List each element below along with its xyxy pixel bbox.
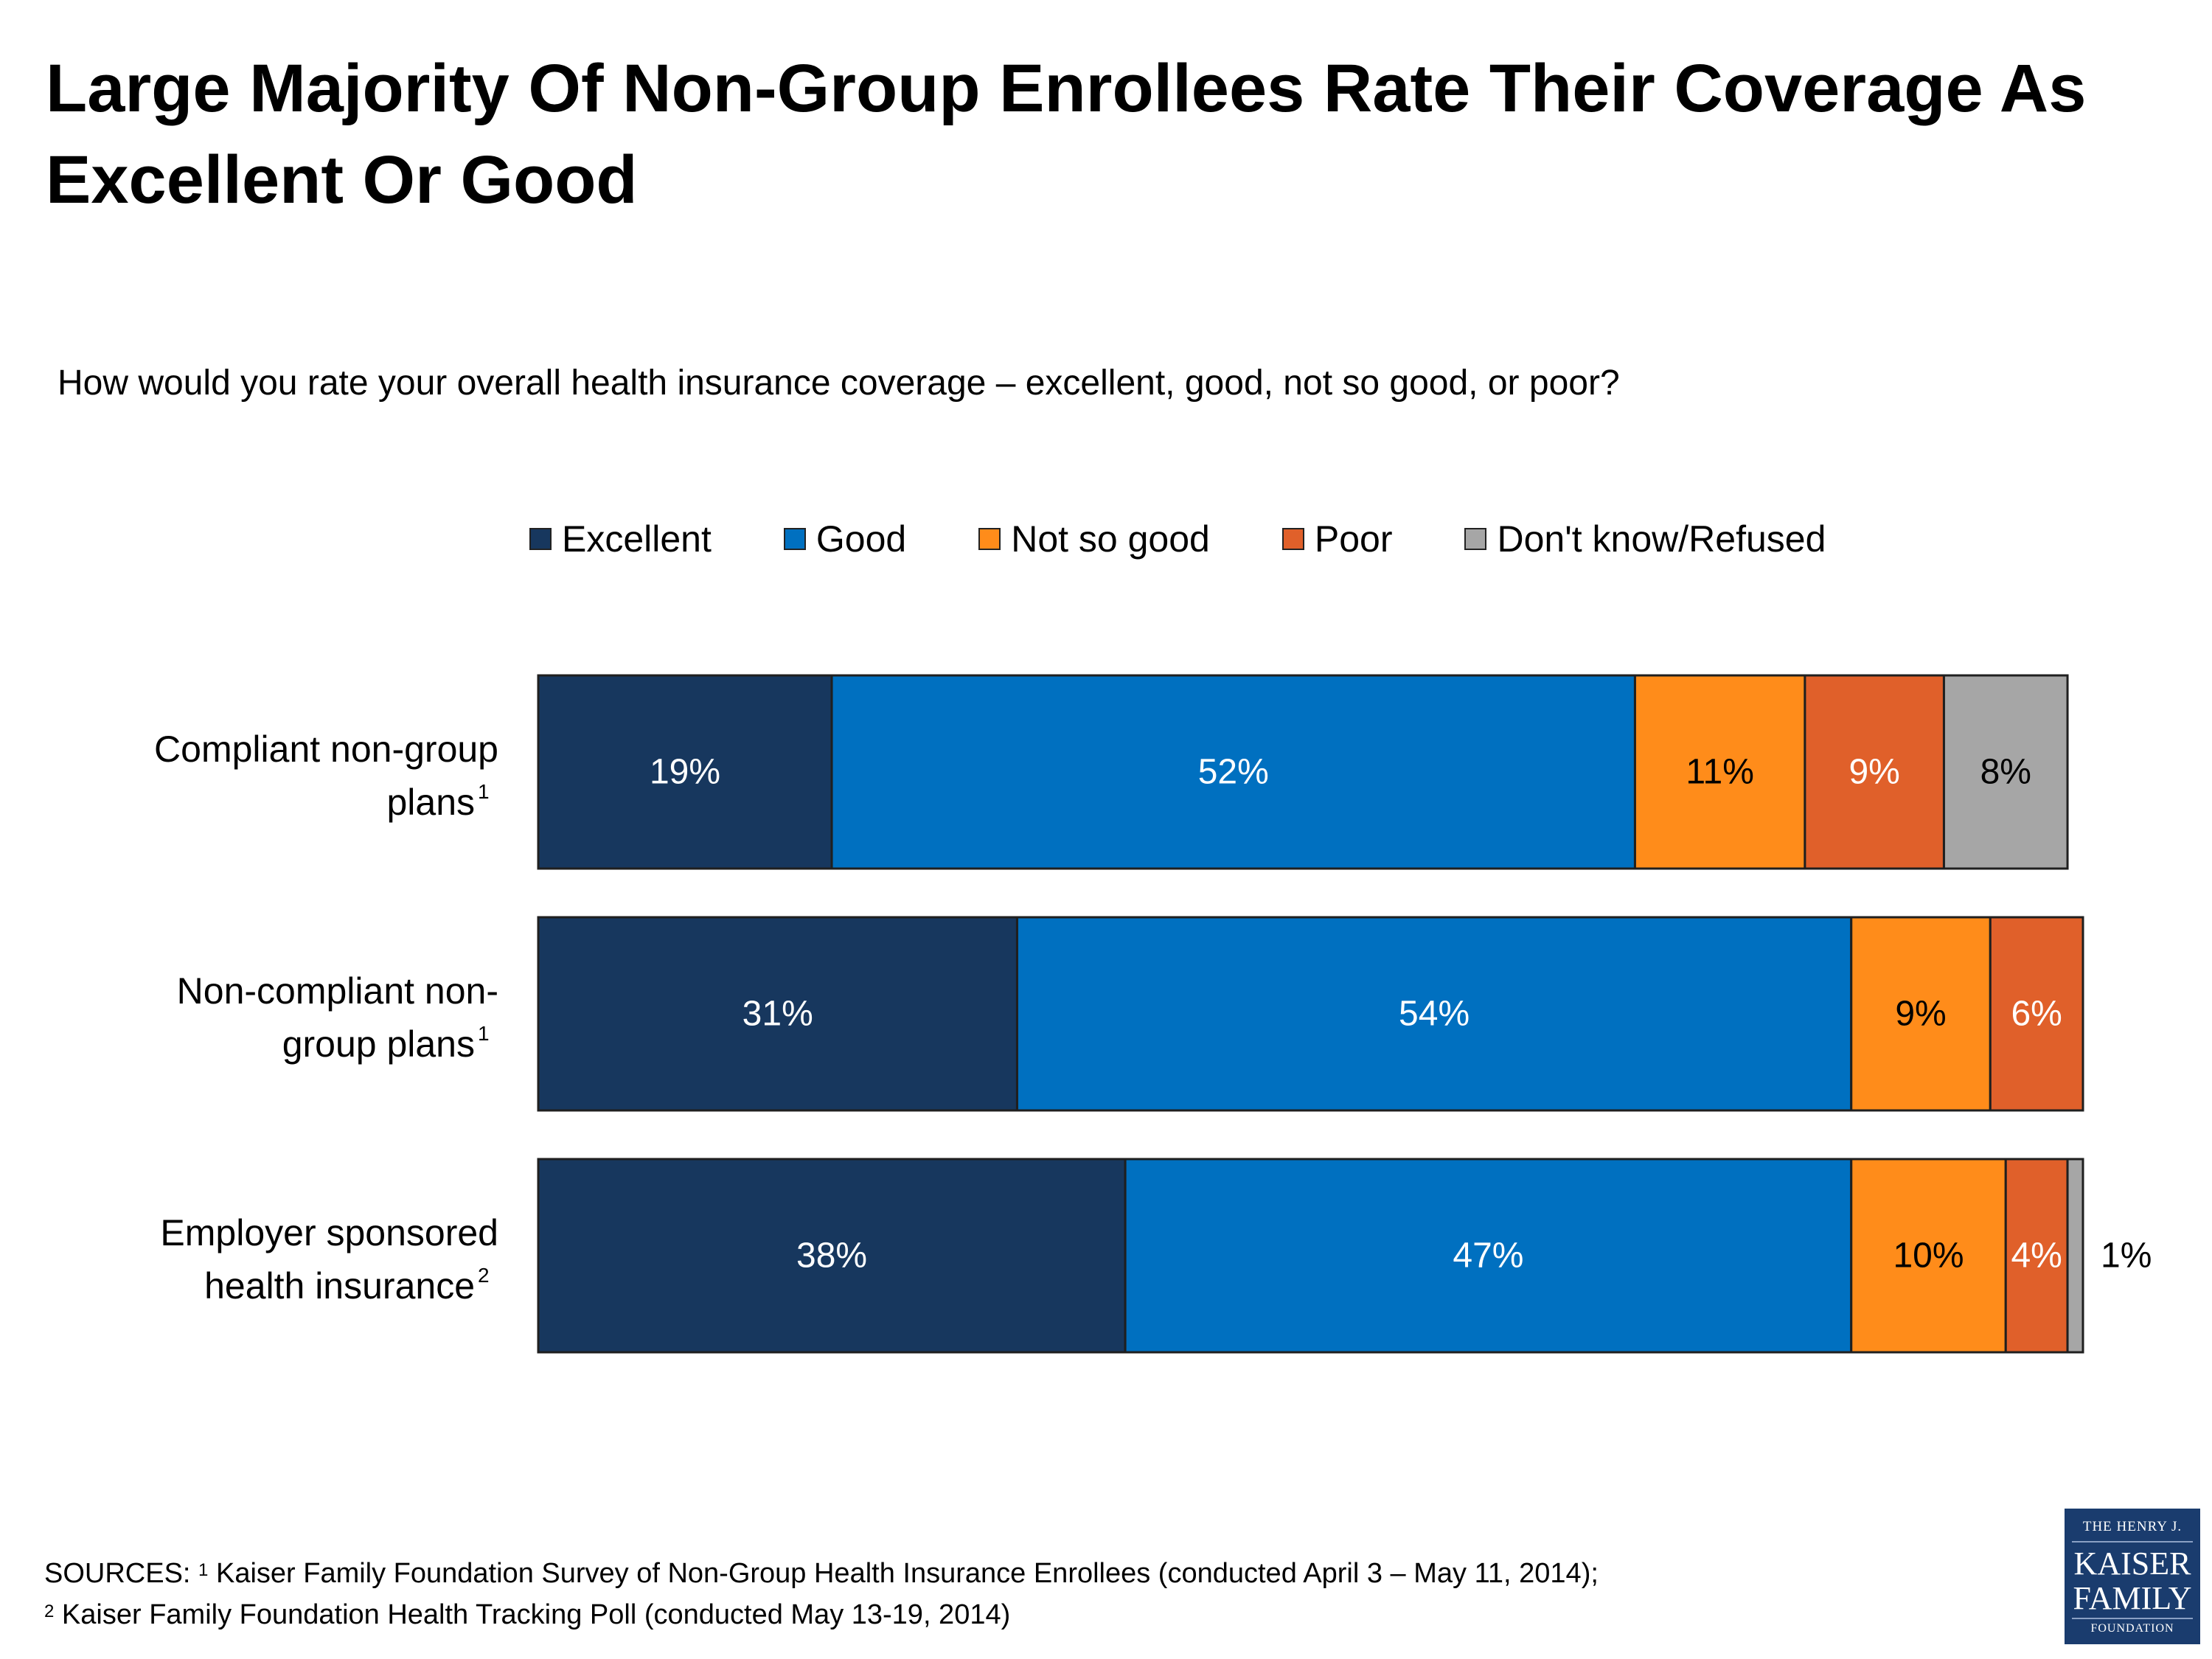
category-label-line: Compliant non-group (154, 728, 498, 770)
data-label-good: 47% (1453, 1237, 1523, 1276)
bar-segment-not-so-good (1633, 674, 1806, 870)
bar-segment-poor (1804, 674, 1945, 870)
legend-swatch-poor (1281, 528, 1304, 550)
legend-item-not-so-good: Not so good (978, 517, 1210, 561)
legend-label-excellent: Excellent (562, 518, 712, 560)
legend-item-excellent: Excellent (529, 517, 712, 561)
logo-line-3: FAMILY (2073, 1580, 2192, 1616)
bar-segment-don-t-know-refused (1942, 674, 2069, 870)
data-label-good: 54% (1399, 995, 1470, 1034)
data-label-excellent: 19% (650, 753, 720, 792)
bar-segment-good (1124, 1158, 1853, 1354)
bar-segment-good (1015, 916, 1853, 1112)
data-label-don-t-know-refused: 8% (1980, 753, 2031, 792)
bar-segment-excellent (537, 1158, 1127, 1354)
bar-segment-poor (2004, 1158, 2069, 1354)
sources-footnote: SOURCES: 1 Kaiser Family Foundation Surv… (44, 1553, 1599, 1635)
legend-item-don-t-know-refused: Don't know/Refused (1464, 517, 1826, 561)
chart-title: Large Majority Of Non-Group Enrollees Ra… (46, 51, 2087, 218)
legend-label-don-t-know-refused: Don't know/Refused (1497, 518, 1826, 560)
bar-segment-good (830, 674, 1636, 870)
source-1-marker: 1 (198, 1560, 209, 1580)
category-label-line: Employer sponsored (160, 1212, 498, 1253)
category-label-line: Non-compliant non- (177, 970, 498, 1012)
legend-item-poor: Poor (1281, 517, 1393, 561)
legend-swatch-good (783, 528, 806, 550)
sources-label: SOURCES: (44, 1558, 191, 1589)
data-label-good: 52% (1198, 753, 1269, 792)
bar-segment-excellent (537, 674, 833, 870)
category-label-3: Employer sponsored health insurance 2 (160, 1212, 498, 1307)
source-line-2: 2 Kaiser Family Foundation Health Tracki… (44, 1594, 1599, 1635)
data-label-not-so-good: 11% (1686, 753, 1754, 792)
legend-label-poor: Poor (1314, 518, 1393, 560)
category-label-1: Compliant non-group plans 1 (154, 728, 498, 823)
bar-segment-not-so-good (1850, 916, 1992, 1112)
legend-label-good: Good (815, 518, 907, 560)
bar-segment-excellent (537, 916, 1018, 1112)
survey-question: How would you rate your overall health i… (58, 364, 1620, 403)
data-label-poor: 4% (2011, 1237, 2062, 1276)
category-label-2: Non-compliant non-group plans 1 (177, 970, 498, 1065)
category-footnote-marker: 2 (478, 1264, 490, 1287)
data-label-poor: 9% (1848, 753, 1899, 792)
bar-segment-don-t-know-refused (2066, 1158, 2084, 1354)
kff-logo: THE HENRY J. KAISER FAMILY FOUNDATION (2065, 1509, 2200, 1644)
category-footnote-marker: 1 (478, 780, 490, 803)
data-label-not-so-good: 9% (1895, 995, 1946, 1034)
data-label-excellent: 31% (742, 995, 813, 1034)
bar-segment-not-so-good (1850, 1158, 2007, 1354)
legend-swatch-don-t-know-refused (1464, 528, 1487, 550)
legend: Excellent Good Not so good Poor Don't know/R… (529, 513, 1826, 565)
data-label-excellent: 38% (796, 1237, 867, 1276)
source-2-text: Kaiser Family Foundation Health Tracking… (61, 1599, 1011, 1630)
category-label-line: group plans (282, 1023, 475, 1065)
category-footnote-marker: 1 (478, 1022, 490, 1045)
legend-swatch-not-so-good (978, 528, 1001, 550)
data-label-don-t-know-refused: 1% (2101, 1237, 2152, 1276)
data-label-not-so-good: 10% (1893, 1237, 1964, 1276)
logo-line-4: FOUNDATION (2072, 1618, 2193, 1638)
bar-segment-poor (1989, 916, 2084, 1112)
category-label-line: health insurance (204, 1265, 475, 1307)
logo-line-2: KAISER (2072, 1541, 2193, 1582)
data-label-poor: 6% (2011, 995, 2062, 1034)
source-line-1: SOURCES: 1 Kaiser Family Foundation Surv… (44, 1553, 1599, 1594)
source-2-marker: 2 (44, 1601, 55, 1621)
legend-item-good: Good (783, 517, 907, 561)
logo-line-1: THE HENRY J. (2082, 1519, 2183, 1534)
legend-swatch-excellent (529, 528, 552, 550)
category-label-line: plans (386, 782, 475, 823)
source-1-text: Kaiser Family Foundation Survey of Non-G… (215, 1558, 1599, 1589)
legend-label-not-so-good: Not so good (1011, 518, 1210, 560)
